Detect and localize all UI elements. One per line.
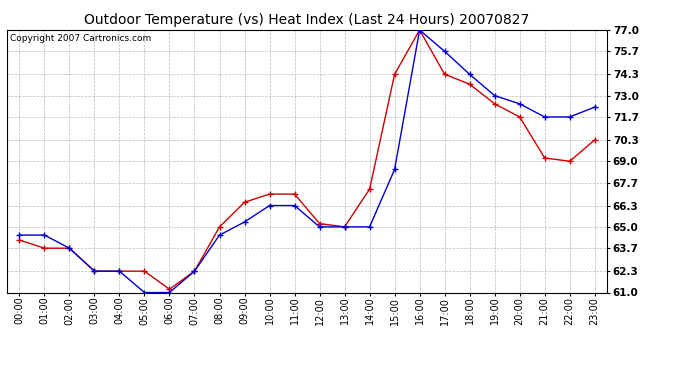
Text: Copyright 2007 Cartronics.com: Copyright 2007 Cartronics.com (10, 34, 151, 43)
Title: Outdoor Temperature (vs) Heat Index (Last 24 Hours) 20070827: Outdoor Temperature (vs) Heat Index (Las… (84, 13, 530, 27)
